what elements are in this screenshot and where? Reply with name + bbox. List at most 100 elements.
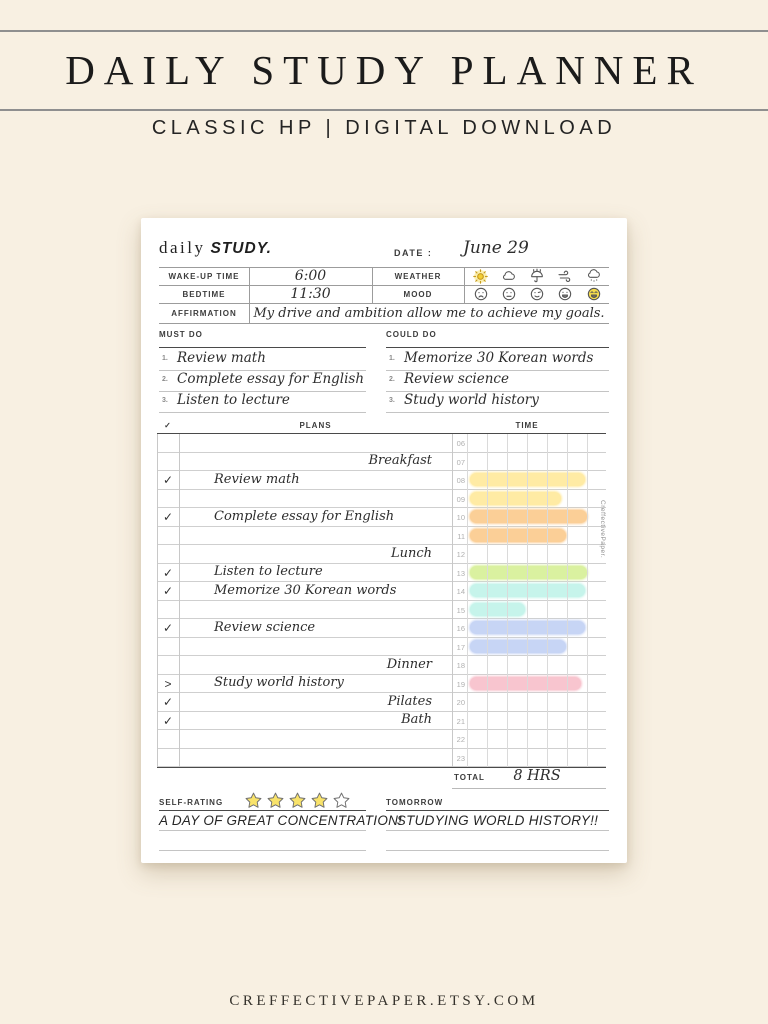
star-icon-filled	[266, 791, 285, 815]
could-do-item-text: Review science	[404, 371, 509, 387]
mood-label: MOOD	[403, 289, 433, 299]
product-subtitle: CLASSIC HP | DIGITAL DOWNLOAD	[151, 117, 617, 139]
self-rating-note: A DAY OF GREAT CONCENTRATION!	[159, 813, 403, 828]
item-number: 2.	[389, 376, 395, 383]
must-do-label: MUST DO	[159, 330, 203, 339]
writing-line	[159, 849, 366, 851]
plan-row-21: ✓ Bath 21	[157, 712, 606, 730]
plan-text: Complete essay for English	[214, 508, 395, 524]
planner-logo: daily STUDY.	[159, 238, 272, 258]
plan-row-12: Lunch 12	[157, 545, 606, 564]
product-title: DAILY STUDY PLANNER	[65, 47, 703, 93]
hour-label: 13	[456, 568, 465, 578]
weather-cloud-icon	[500, 268, 517, 285]
plans-table-body: 06 Breakfast 07 ✓ Review math 08 09 ✓ Complete e…	[157, 434, 606, 767]
time-highlight-bar	[470, 565, 587, 579]
hour-label: 07	[456, 457, 465, 467]
weather-icons	[472, 268, 602, 284]
could-do-item: 3. Study world history	[386, 391, 609, 413]
could-do-item-text: Memorize 30 Korean words	[404, 350, 594, 366]
total-value: 8 HRS	[513, 768, 561, 784]
hour-label: 23	[456, 753, 465, 763]
must-do-item: 1. Review math	[159, 349, 366, 371]
could-do-section: COULD DO 1. Memorize 30 Korean words 2. Rev…	[386, 330, 609, 418]
weather-wind-icon	[557, 268, 574, 285]
planner-logo-daily: daily	[159, 238, 206, 257]
check-mark: ✓	[162, 713, 174, 728]
star-icon-filled	[244, 791, 263, 815]
plan-row-09: 09	[157, 490, 606, 508]
time-highlight-bar	[470, 528, 566, 542]
plan-text: Listen to lecture	[214, 564, 323, 579]
hour-label: 14	[456, 587, 465, 596]
hero-divider-top	[0, 30, 768, 32]
plan-text: Breakfast	[368, 453, 432, 468]
weather-umbrella-rain-icon	[529, 268, 546, 285]
check-mark: ✓	[162, 621, 174, 635]
check-mark: ✓	[162, 584, 174, 598]
item-number: 3.	[389, 397, 395, 404]
bedtime-label: BEDTIME	[182, 289, 226, 299]
footer-url: CREFFECTIVEPAPER.ETSY.COM	[229, 993, 539, 1009]
grid-line	[587, 434, 588, 767]
tomorrow-section: TOMORROW STUDYING WORLD HISTORY!!	[386, 790, 609, 854]
could-do-item: 2. Review science	[386, 370, 609, 392]
total-rule	[452, 787, 606, 789]
check-mark: ✓	[162, 565, 174, 580]
info-line	[159, 323, 609, 324]
info-line	[159, 285, 609, 286]
grid-line	[547, 434, 548, 767]
plans-table: ✓ PLANS TIME 06 Breakfast 07 ✓ Review math 08…	[157, 421, 606, 811]
planner-page: daily STUDY. DATE : June 29 WAKE-UP TIME …	[141, 218, 627, 863]
plan-text: Lunch	[390, 545, 432, 561]
total-label: TOTAL	[454, 773, 485, 782]
time-highlight-bar	[470, 676, 582, 690]
wake-up-time-value: 6:00	[294, 268, 327, 284]
plan-row-22: 22	[157, 730, 606, 749]
plan-text: Memorize 30 Korean words	[214, 582, 397, 598]
affirmation-value: My drive and ambition allow me to achiev…	[253, 305, 605, 321]
deferred-mark: >	[164, 676, 172, 691]
planner-logo-study: STUDY.	[210, 240, 272, 257]
time-highlight-bar	[470, 639, 566, 653]
plan-row-16: ✓ Review science 16	[157, 619, 606, 638]
hour-label: 19	[456, 679, 465, 689]
hour-label: 15	[456, 605, 465, 615]
item-number: 1.	[162, 355, 168, 362]
hero-divider-bottom	[0, 109, 768, 111]
info-line	[372, 267, 373, 303]
must-do-item-text: Review math	[177, 350, 266, 366]
plan-row-23: 23	[157, 749, 606, 767]
mood-laugh-icon	[585, 286, 602, 303]
plan-row-11: 11	[157, 527, 606, 545]
info-line	[159, 303, 609, 304]
grid-line	[487, 434, 488, 767]
info-table: WAKE-UP TIME 6:00 WEATHER BEDTIME 11:30 …	[159, 267, 609, 324]
item-number: 2.	[162, 376, 168, 383]
hour-label: 22	[456, 735, 465, 744]
could-do-item: 1. Memorize 30 Korean words	[386, 349, 609, 371]
plan-row-14: ✓ Memorize 30 Korean words 14	[157, 582, 606, 601]
plan-row-13: ✓ Listen to lecture 13	[157, 564, 606, 582]
hour-label: 20	[456, 698, 465, 707]
could-do-item-text: Study world history	[404, 392, 539, 408]
plan-row-08: ✓ Review math 08	[157, 471, 606, 490]
info-line	[249, 267, 250, 323]
time-highlight-bar	[470, 510, 587, 524]
plans-column-header: PLANS	[299, 421, 332, 430]
check-mark: ✓	[162, 473, 174, 487]
weather-label: WEATHER	[394, 271, 442, 281]
plan-row-10: ✓ Complete essay for English 10	[157, 508, 606, 527]
check-mark: ✓	[162, 510, 174, 524]
affirmation-label: AFFIRMATION	[171, 308, 237, 318]
plan-text: Review science	[214, 619, 316, 635]
date-value: June 29	[463, 238, 529, 258]
could-do-rule	[386, 347, 609, 349]
writing-line	[386, 849, 609, 851]
plan-text: Bath	[401, 712, 432, 727]
plan-row-06: 06	[157, 434, 606, 453]
hour-label: 12	[456, 550, 465, 559]
item-number: 3.	[162, 397, 168, 404]
star-rating	[244, 791, 351, 815]
writing-line	[159, 829, 366, 831]
